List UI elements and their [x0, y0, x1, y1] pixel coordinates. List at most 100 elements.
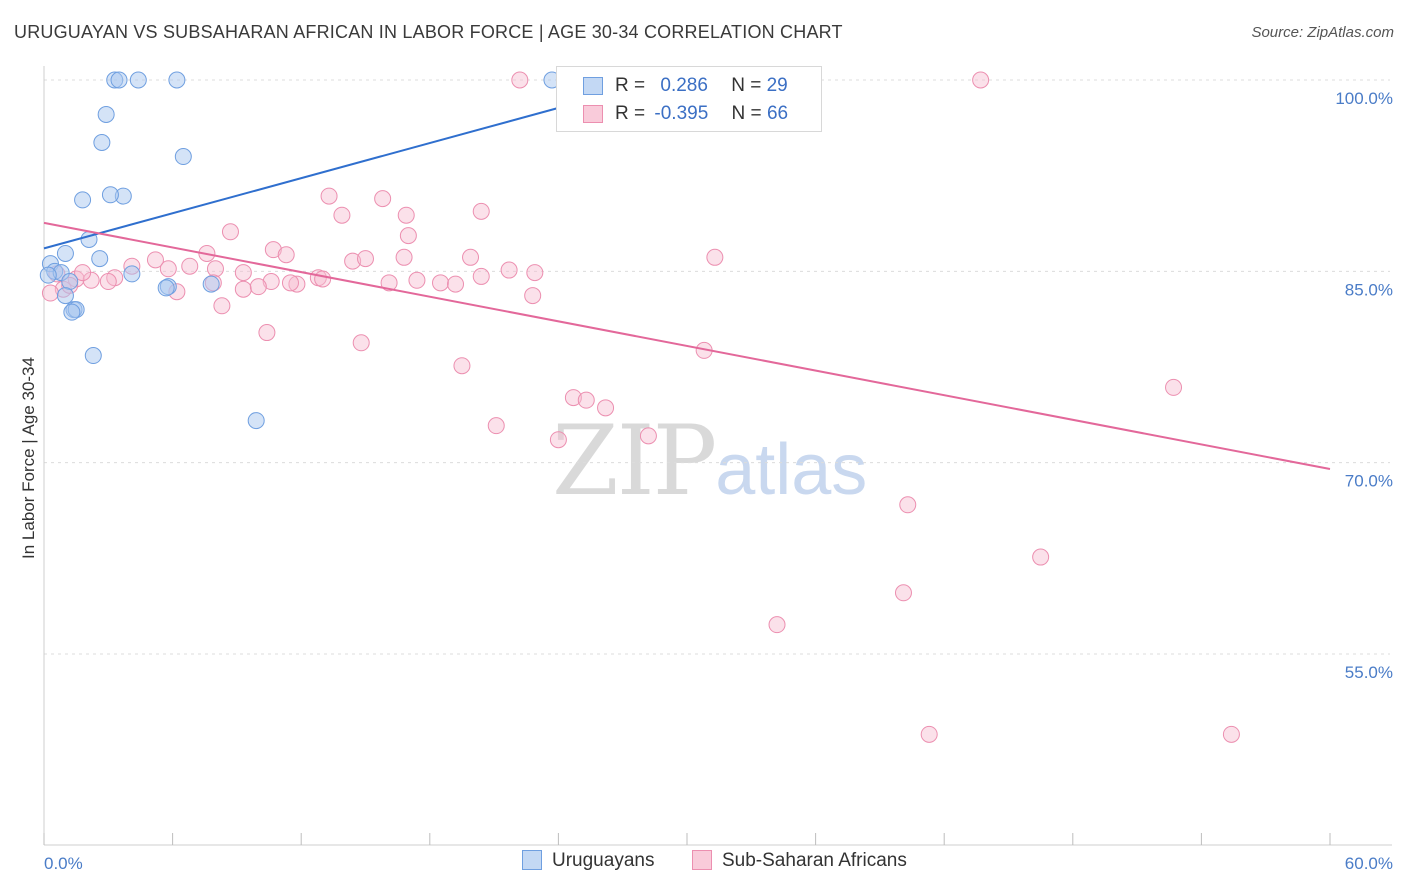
- label-uruguayans: Uruguayans: [552, 850, 655, 871]
- y-tick-label: 70.0%: [1345, 472, 1393, 491]
- subsaharan-point: [462, 248, 480, 266]
- subsaharan-point: [524, 287, 542, 305]
- legend-r-value: 0.286: [660, 75, 708, 96]
- subsaharan-point: [99, 273, 117, 291]
- legend-n-value: 29: [766, 75, 788, 96]
- trend-lines: [43, 98, 1331, 471]
- subsaharan-point: [972, 71, 990, 89]
- subsaharan-point: [408, 271, 426, 289]
- subsaharan-point: [894, 584, 912, 602]
- subsaharan-point: [549, 431, 567, 449]
- bottom-legend-subsaharan: Sub-Saharan Africans: [692, 850, 907, 872]
- uruguayan-point: [202, 275, 220, 293]
- subsaharan-point: [333, 206, 351, 224]
- swatch-uruguayans: [522, 850, 542, 870]
- swatch-subsaharan: [692, 850, 712, 870]
- y-tick-label: 55.0%: [1345, 663, 1393, 682]
- source-label: Source: ZipAtlas.com: [1251, 24, 1394, 41]
- subsaharan-point: [74, 264, 92, 282]
- subsaharan-point: [1222, 725, 1240, 743]
- subsaharan-point: [432, 274, 450, 292]
- correlation-legend: R = 0.286 N = 29 R = -0.395 N = 66: [556, 66, 822, 132]
- subsaharan-point: [453, 357, 471, 375]
- subsaharan-point: [264, 241, 282, 259]
- subsaharan-point: [221, 223, 239, 241]
- uruguayan-trend-line: [43, 98, 591, 250]
- uruguayan-point: [91, 250, 109, 268]
- subsaharan-point: [281, 274, 299, 292]
- uruguayan-point: [247, 412, 265, 430]
- uruguayan-point: [129, 71, 147, 89]
- legend-row-subsaharan: R = -0.395 N = 66: [615, 103, 788, 125]
- y-tick-label: 85.0%: [1345, 280, 1393, 299]
- subsaharan-point: [344, 252, 362, 270]
- subsaharan-point: [447, 275, 465, 293]
- subsaharan-point: [597, 399, 615, 417]
- uruguayan-points: [39, 71, 561, 430]
- subsaharan-points: [41, 71, 1240, 743]
- uruguayan-point: [39, 266, 57, 284]
- uruguayan-point: [157, 279, 175, 297]
- subsaharan-point: [395, 248, 413, 266]
- uruguayan-point: [174, 148, 192, 166]
- subsaharan-point: [511, 71, 529, 89]
- subsaharan-point: [234, 280, 252, 298]
- subsaharan-point: [181, 257, 199, 275]
- subsaharan-point: [526, 264, 544, 282]
- uruguayan-point: [101, 186, 119, 204]
- subsaharan-point: [258, 324, 276, 342]
- legend-swatch-uruguayans: [583, 77, 603, 95]
- axis-labels: 100.0% 85.0% 70.0% 55.0% 0.0% 60.0% In Labor F…: [19, 89, 1393, 873]
- uruguayan-point: [110, 71, 128, 89]
- subsaharan-point: [159, 260, 177, 278]
- uruguayan-point: [84, 347, 102, 365]
- legend-n-label: N =: [731, 103, 762, 124]
- subsaharan-point: [472, 202, 490, 220]
- x-tick-label: 60.0%: [1345, 854, 1393, 873]
- chart-title: URUGUAYAN VS SUBSAHARAN AFRICAN IN LABOR…: [14, 22, 843, 42]
- subsaharan-point: [899, 496, 917, 514]
- uruguayan-point: [123, 265, 141, 283]
- subsaharan-point: [487, 417, 505, 435]
- label-subsaharan: Sub-Saharan Africans: [722, 850, 907, 871]
- uruguayan-point: [74, 191, 92, 209]
- subsaharan-trend-line: [43, 221, 1331, 471]
- subsaharan-point: [380, 274, 398, 292]
- subsaharan-point: [472, 267, 490, 285]
- legend-n-label: N =: [731, 75, 762, 96]
- subsaharan-point: [1165, 378, 1183, 396]
- subsaharan-point: [41, 284, 59, 302]
- subsaharan-point: [146, 251, 164, 269]
- legend-swatch-subsaharan: [583, 105, 603, 123]
- watermark-atlas: atlas: [715, 430, 868, 510]
- subsaharan-point: [262, 273, 280, 291]
- legend-n-value: 66: [766, 103, 789, 124]
- uruguayan-point: [168, 71, 186, 89]
- uruguayan-point: [63, 303, 81, 321]
- zipatlas-watermark: ZIPatlas: [552, 405, 867, 517]
- x-tick-label: 0.0%: [44, 854, 83, 873]
- legend-r-value: -0.395: [654, 103, 709, 124]
- legend-row-uruguayans: R = 0.286 N = 29: [615, 75, 788, 97]
- uruguayan-point: [93, 134, 111, 152]
- subsaharan-point: [288, 275, 306, 293]
- subsaharan-point: [357, 250, 374, 268]
- subsaharan-point: [500, 261, 518, 279]
- uruguayan-point: [97, 105, 115, 123]
- subsaharan-point: [213, 297, 231, 315]
- subsaharan-point: [320, 187, 338, 205]
- subsaharan-point: [920, 725, 938, 743]
- legend-r-label: R =: [615, 103, 646, 124]
- subsaharan-point: [206, 260, 224, 278]
- uruguayan-point: [56, 244, 74, 262]
- subsaharan-point: [352, 334, 370, 352]
- subsaharan-point: [249, 278, 267, 296]
- subsaharan-point: [397, 206, 415, 224]
- subsaharan-point: [314, 270, 332, 288]
- subsaharan-point: [768, 616, 786, 634]
- watermark-zip: ZIP: [552, 405, 717, 517]
- subsaharan-point: [706, 248, 724, 266]
- y-tick-label: 100.0%: [1335, 89, 1393, 108]
- axes: [43, 66, 1392, 846]
